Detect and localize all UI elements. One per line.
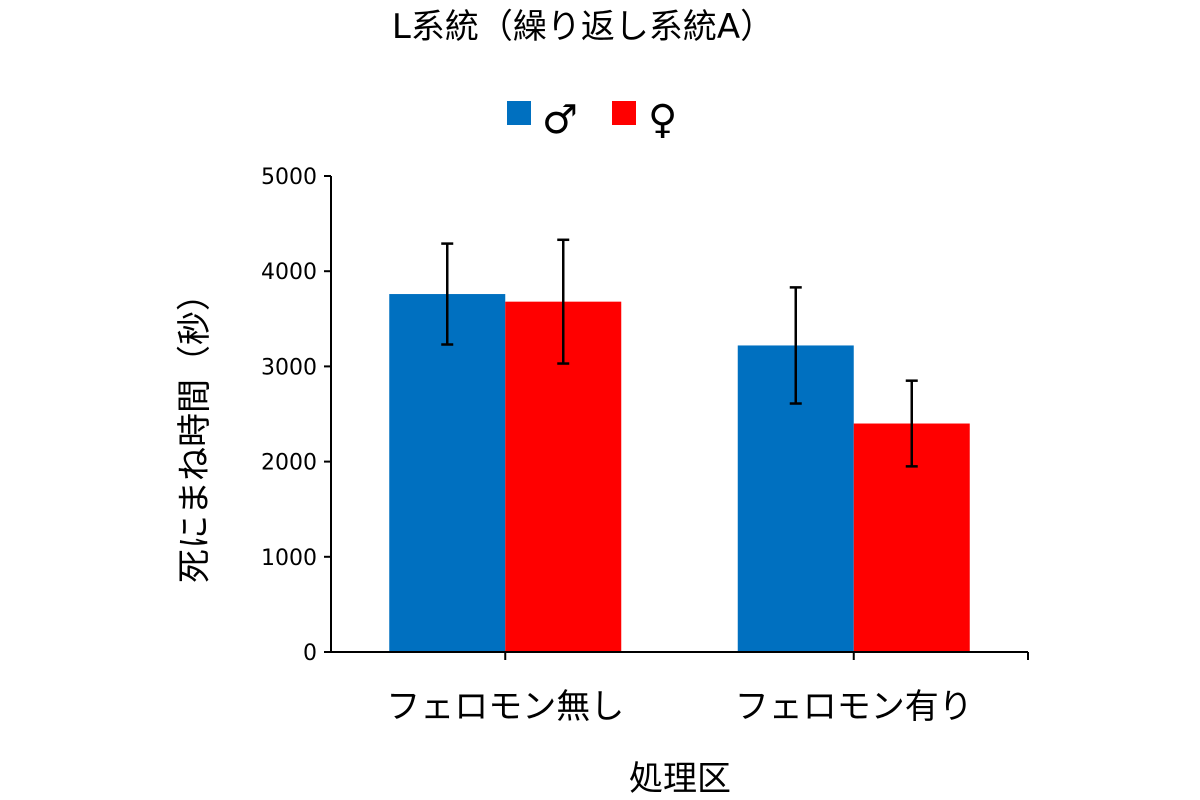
chart-title: L系統（繰り返し系統A） [392, 7, 774, 47]
bar-0-0 [389, 294, 506, 652]
y-tick-label: 4000 [261, 260, 317, 285]
y-tick-label: 0 [303, 641, 317, 666]
x-axis-categories: フェロモン無し フェロモン有り [386, 652, 1029, 727]
y-tick-label: 3000 [261, 355, 317, 380]
x-category-label-0: フェロモン無し [386, 687, 624, 727]
legend-swatch-female [612, 101, 636, 125]
y-tick-label: 5000 [261, 165, 317, 190]
legend: ♂ ♀ [507, 97, 677, 143]
legend-label-male: ♂ [542, 97, 578, 143]
x-category-label-1: フェロモン有り [735, 687, 973, 727]
legend-label-female: ♀ [648, 97, 677, 143]
axes [330, 176, 1028, 653]
legend-swatch-male [507, 101, 531, 125]
x-axis-label: 処理区 [629, 759, 731, 799]
y-tick-label: 2000 [261, 451, 317, 476]
bars [389, 294, 970, 652]
error-bars [441, 238, 918, 468]
y-axis-ticks: 0 1000 2000 3000 4000 5000 [261, 165, 331, 666]
y-tick-label: 1000 [261, 546, 317, 571]
y-axis-label: 死にまね時間（秒） [175, 277, 215, 583]
